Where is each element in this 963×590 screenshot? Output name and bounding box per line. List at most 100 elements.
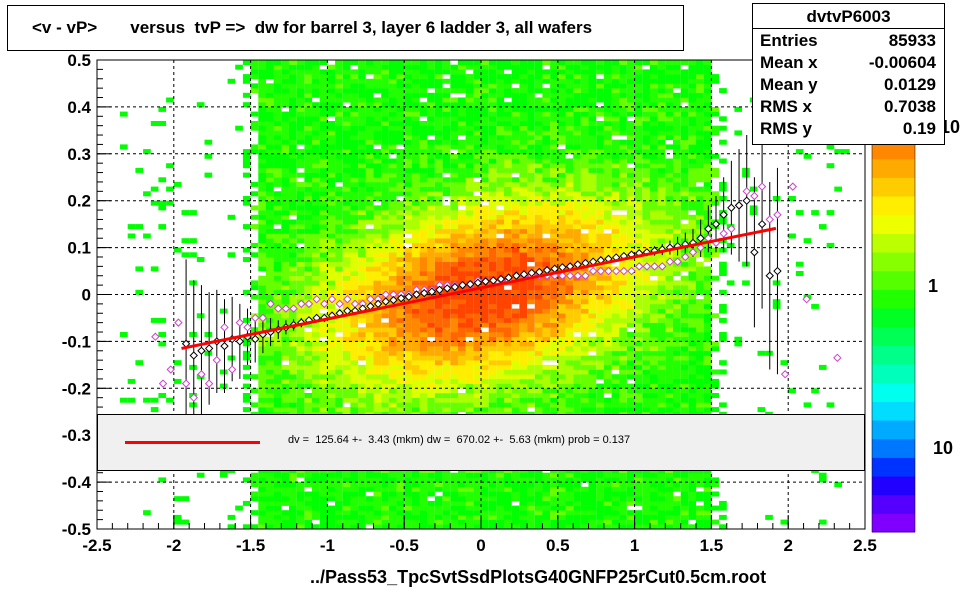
heatmap-cell (381, 102, 389, 108)
heatmap-cell (527, 519, 535, 525)
heatmap-cell (465, 247, 474, 253)
heatmap-cell (511, 139, 520, 145)
heatmap-cell (434, 369, 443, 375)
heatmap-cell (273, 378, 282, 384)
heatmap-cell (388, 172, 397, 178)
heatmap-cell (465, 407, 474, 413)
heatmap-cell (603, 111, 612, 117)
heatmap-cell (527, 364, 535, 370)
heatmap-cell (588, 496, 597, 502)
heatmap-cell (565, 60, 574, 65)
heatmap-cell (411, 505, 420, 511)
heatmap-cell (373, 397, 382, 403)
heatmap-cell (580, 317, 589, 323)
heatmap-cell (196, 102, 205, 108)
heatmap-cell (504, 491, 512, 497)
heatmap-cell (504, 397, 512, 403)
heatmap-cell (473, 252, 481, 258)
heatmap-cell (550, 505, 558, 511)
heatmap-cell (550, 233, 558, 239)
heatmap-cell (365, 163, 374, 169)
heatmap-cell (603, 482, 612, 488)
heatmap-cell (312, 266, 320, 272)
heatmap-cell (350, 74, 359, 80)
heatmap-cell (603, 205, 612, 211)
heatmap-cell (550, 228, 558, 234)
heatmap-cell (434, 364, 443, 370)
heatmap-cell (550, 149, 558, 155)
heatmap-cell (434, 181, 443, 187)
heatmap-cell (458, 158, 466, 164)
heatmap-cell (411, 238, 420, 244)
heatmap-cell (557, 83, 566, 89)
heatmap-cell (350, 238, 359, 244)
heatmap-cell (596, 191, 604, 197)
heatmap-cell (396, 341, 405, 347)
heatmap-cell (473, 106, 481, 112)
heatmap-cell (296, 280, 305, 286)
heatmap-cell (373, 233, 382, 239)
heatmap-cell (289, 393, 297, 398)
heatmap-cell (527, 308, 535, 314)
heatmap-cell (619, 303, 627, 309)
heatmap-cell (396, 191, 405, 197)
heatmap-cell (611, 196, 620, 201)
heatmap-cell (496, 219, 505, 225)
heatmap-cell (481, 228, 489, 234)
heatmap-cell (242, 200, 251, 206)
heatmap-cell (312, 514, 320, 520)
heatmap-cell (396, 219, 405, 225)
heatmap-cell (603, 486, 612, 492)
heatmap-cell (542, 500, 551, 506)
heatmap-cell (465, 355, 474, 361)
heatmap-cell (473, 397, 481, 403)
heatmap-cell (419, 322, 428, 328)
heatmap-cell (580, 308, 589, 314)
heatmap-cell (465, 477, 474, 483)
heatmap-cell (557, 121, 566, 126)
heatmap-cell (481, 111, 489, 117)
heatmap-cell (434, 210, 443, 216)
heatmap-cell (458, 500, 466, 506)
heatmap-cell (373, 210, 382, 216)
heatmap-cell (242, 196, 251, 201)
heatmap-cell (419, 69, 428, 75)
heatmap-cell (634, 257, 643, 262)
heatmap-cell (588, 510, 597, 516)
heatmap-cell (481, 322, 489, 328)
heatmap-cell (250, 64, 259, 70)
heatmap-cell (580, 247, 589, 253)
heatmap-cell (519, 247, 528, 253)
heatmap-cell (550, 299, 558, 305)
heatmap-cell (458, 407, 466, 413)
heatmap-cell (550, 472, 558, 478)
heatmap-cell (289, 524, 297, 530)
heatmap-cell (350, 149, 359, 155)
heatmap-cell (596, 482, 604, 488)
heatmap-cell (619, 341, 627, 347)
heatmap-cell (189, 332, 197, 337)
heatmap-cell (588, 313, 597, 319)
heatmap-cell (596, 350, 604, 356)
heatmap-cell (419, 163, 428, 169)
heatmap-cell (281, 285, 289, 291)
heatmap-cell (542, 247, 551, 253)
heatmap-cell (473, 228, 481, 234)
heatmap-cell (342, 317, 351, 323)
heatmap-cell (281, 346, 289, 352)
heatmap-cell (573, 149, 581, 155)
heatmap-cell (442, 397, 451, 403)
heatmap-cell (258, 491, 266, 497)
heatmap-cell (388, 219, 397, 225)
heatmap-cell (350, 332, 359, 337)
heatmap-cell (542, 116, 551, 122)
heatmap-cell (626, 97, 635, 103)
heatmap-cell (611, 524, 620, 530)
heatmap-cell (281, 402, 289, 408)
heatmap-cell (565, 238, 574, 244)
heatmap-cell (527, 472, 535, 478)
heatmap-cell (473, 332, 481, 337)
heatmap-cell (496, 247, 505, 253)
heatmap-cell (419, 407, 428, 413)
heatmap-cell (350, 219, 359, 225)
